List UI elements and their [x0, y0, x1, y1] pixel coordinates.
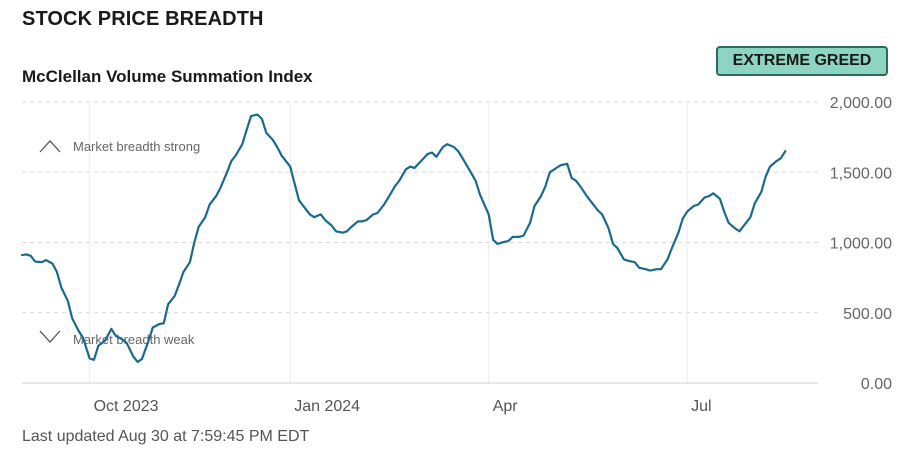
x-tick-label: Jul: [691, 398, 711, 415]
breadth-weak-annotation: Market breadth weak: [39, 330, 195, 347]
chart-axes: 0.00 500.00 1,000.00 1,500.00 2,000.00 Oct 20…: [22, 95, 892, 415]
y-tick-label: 1,000.00: [830, 236, 892, 253]
y-tick-label: 500.00: [843, 306, 892, 323]
chart-gridlines: [22, 101, 818, 383]
greed-rating-badge: EXTREME GREED: [716, 46, 888, 76]
breadth-strong-label: Market breadth strong: [73, 139, 200, 154]
last-updated-text: Last updated Aug 30 at 7:59:45 PM EDT: [22, 428, 310, 445]
x-tick-label: Jan 2024: [294, 398, 360, 415]
series-line: [20, 113, 787, 363]
page-title: STOCK PRICE BREADTH: [22, 8, 264, 30]
x-tick-label: Apr: [493, 398, 519, 415]
y-tick-label: 0.00: [861, 376, 892, 393]
chevron-up-icon: [39, 140, 61, 153]
chart-title: McClellan Volume Summation Index: [22, 67, 313, 86]
chart-series: [20, 113, 787, 363]
y-tick-label: 2,000.00: [830, 95, 892, 112]
x-tick-label: Oct 2023: [94, 398, 159, 415]
breadth-strong-annotation: Market breadth strong: [39, 139, 200, 154]
y-tick-label: 1,500.00: [830, 165, 892, 182]
chevron-down-icon: [39, 330, 61, 343]
breadth-weak-label: Market breadth weak: [73, 332, 195, 347]
